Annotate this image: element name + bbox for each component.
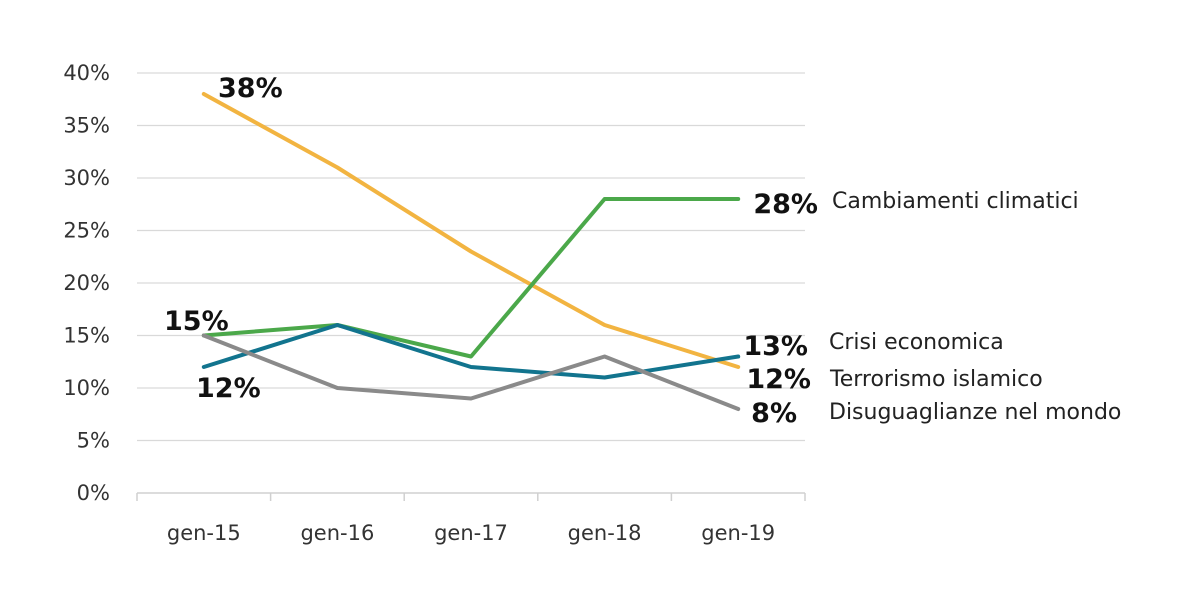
series-label: Crisi economica (829, 330, 1004, 355)
data-label: 15% (164, 306, 229, 337)
series-label: Cambiamenti climatici (832, 189, 1079, 214)
series-line (201, 323, 741, 380)
y-tick-label: 0% (77, 481, 110, 505)
series-line (201, 92, 741, 369)
x-axis-ticks: gen-15 gen-16 gen-17 gen-18 gen-19 (167, 521, 775, 545)
y-tick-label: 5% (77, 429, 110, 453)
series-label: Terrorismo islamico (829, 367, 1043, 392)
x-axis (136, 492, 806, 501)
series-label: Disuguaglianze nel mondo (829, 400, 1121, 425)
x-tick-label: gen-18 (568, 521, 642, 545)
data-label: 12% (746, 364, 811, 395)
y-tick-label: 30% (63, 166, 110, 190)
y-tick-label: 10% (63, 376, 110, 400)
y-tick-label: 15% (63, 324, 110, 348)
data-label: 8% (751, 398, 797, 429)
data-labels: 38%15%12%28%13%12%8% (164, 73, 818, 429)
x-tick-label: gen-16 (300, 521, 374, 545)
series-line (201, 197, 741, 359)
y-axis-ticks: 0% 5% 10% 15% 20% 25% 30% 35% 40% (63, 61, 110, 505)
series-labels: Terrorismo islamico Cambiamenti climatici… (829, 189, 1121, 425)
series-lines (201, 92, 741, 411)
data-label: 28% (753, 189, 818, 220)
data-label: 13% (743, 331, 808, 362)
y-tick-label: 20% (63, 271, 110, 295)
y-tick-label: 35% (63, 114, 110, 138)
y-tick-label: 25% (63, 219, 110, 243)
y-tick-label: 40% (63, 61, 110, 85)
x-tick-label: gen-15 (167, 521, 241, 545)
x-tick-label: gen-17 (434, 521, 508, 545)
data-label: 38% (218, 73, 283, 104)
series-line (201, 333, 741, 411)
data-label: 12% (196, 373, 261, 404)
grid-lines (137, 72, 805, 442)
x-tick-label: gen-19 (701, 521, 775, 545)
